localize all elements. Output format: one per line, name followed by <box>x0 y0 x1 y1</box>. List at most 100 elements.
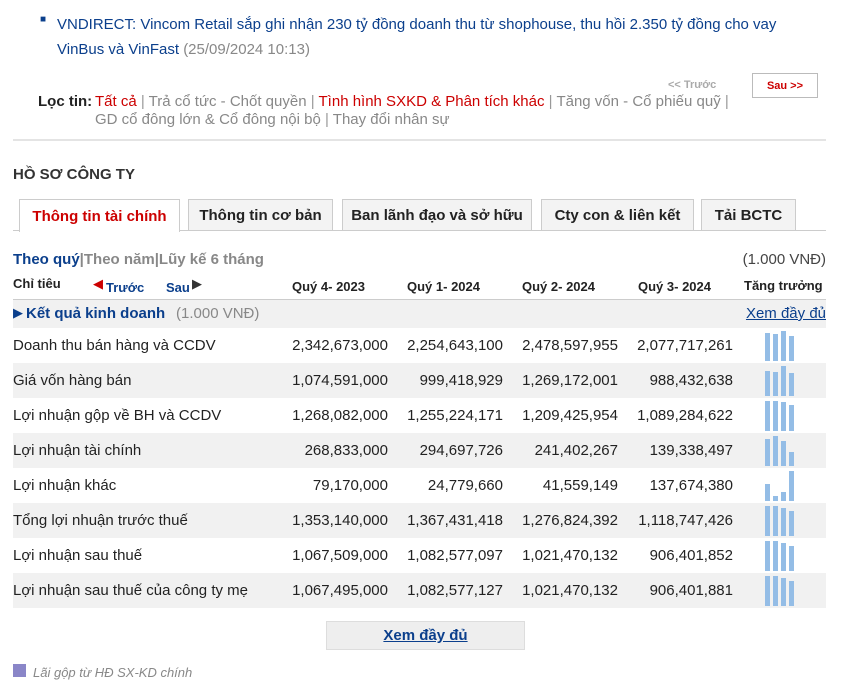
value-cell: 1,089,284,622 <box>637 407 733 424</box>
row-label: Lợi nhuận sau thuế <box>13 547 143 564</box>
filter-item[interactable]: Trả cổ tức - Chốt quyền <box>148 93 307 110</box>
row-label: Lợi nhuận tài chính <box>13 442 142 459</box>
table-row: Lợi nhuận tài chính 268,833,000 294,697,72… <box>13 433 826 468</box>
separator: | <box>544 93 557 110</box>
period[interactable]: Lũy kế 6 tháng <box>158 251 264 268</box>
filter-item[interactable]: Thay đổi nhân sự <box>332 111 450 128</box>
table-row: Lợi nhuận gộp về BH và CCDV 1,268,082,000… <box>13 398 826 433</box>
news-title-cont[interactable]: VinBus và VinFast <box>57 41 180 58</box>
value-cell: 1,353,140,000 <box>292 512 388 529</box>
value-cell: 139,338,497 <box>649 442 733 459</box>
sparkline-bar <box>773 506 778 536</box>
tab[interactable]: Thông tin tài chính <box>19 199 180 232</box>
value-cell: 1,067,509,000 <box>292 547 388 564</box>
section-arrow: ▶ <box>13 305 23 320</box>
sparkline-bar <box>773 495 778 501</box>
sparkline-bar <box>773 372 778 396</box>
section-title: HỒ SƠ CÔNG TY <box>13 166 135 183</box>
period[interactable]: Theo quý <box>13 251 80 268</box>
sparkline-bar <box>789 471 794 501</box>
tab[interactable]: Tải BCTC <box>701 199 796 230</box>
value-cell: 1,082,577,127 <box>407 582 503 599</box>
tab[interactable]: Ban lãnh đạo và sở hữu <box>342 199 532 230</box>
table-row: Lợi nhuận khác 79,170,000 24,779,660 41,559… <box>13 468 826 503</box>
sparkline-bar <box>765 438 770 466</box>
filter-item[interactable]: GD cổ đông lớn & Cổ đông nội bộ <box>95 111 321 128</box>
more-button[interactable]: Xem đầy đủ <box>326 621 525 650</box>
value-cell: 268,833,000 <box>304 442 388 459</box>
row-label: Giá vốn hàng bán <box>13 372 132 389</box>
value-cell: 906,401,852 <box>649 547 733 564</box>
value-cell: 1,209,425,954 <box>522 407 618 424</box>
value-cell: 294,697,726 <box>419 442 503 459</box>
sparkline-bar <box>765 370 770 396</box>
tab-line <box>13 230 826 231</box>
news-title[interactable]: VNDIRECT: Vincom Retail sắp ghi nhận 230… <box>57 16 777 33</box>
legend-swatch <box>13 664 26 677</box>
sparkline-bar <box>789 405 794 431</box>
period[interactable]: Theo năm <box>83 251 155 268</box>
column-header: Quý 3- 2024 <box>638 279 711 294</box>
sparkline-bar <box>773 576 778 606</box>
next-arrow[interactable]: ▶ <box>192 276 202 291</box>
filter-list: Tất cả | Trả cổ tức - Chốt quyền | Tình … <box>95 93 745 129</box>
sparkline-bar <box>765 401 770 431</box>
period-switch: Theo quý|Theo năm|Lũy kế 6 tháng <box>13 251 264 268</box>
separator: | <box>320 111 333 128</box>
row-label: Doanh thu bán hàng và CCDV <box>13 337 216 354</box>
tab[interactable]: Thông tin cơ bản <box>188 199 333 230</box>
more-link[interactable]: Xem đầy đủ <box>745 305 826 322</box>
sparkline-bar <box>773 541 778 571</box>
sparkline-bar <box>781 402 786 431</box>
sparkline-bar <box>765 483 770 501</box>
value-cell: 2,254,643,100 <box>407 337 503 354</box>
section-name: Kết quả kinh doanh <box>26 305 166 322</box>
value-cell: 988,432,638 <box>649 372 733 389</box>
growth-header: Tăng trưởng <box>744 278 823 293</box>
sparkline-bar <box>789 372 794 396</box>
column-header: Quý 4- 2023 <box>292 279 365 294</box>
value-cell: 1,367,431,418 <box>407 512 503 529</box>
next-col[interactable]: Sau <box>166 280 190 295</box>
row-label: Lợi nhuận sau thuế của công ty mẹ <box>13 582 248 599</box>
separator: | <box>136 93 149 110</box>
value-cell: 1,118,747,426 <box>638 512 733 529</box>
label-header: Chỉ tiêu <box>13 276 61 291</box>
sparkline-bar <box>781 577 786 606</box>
sparkline-bar <box>789 451 794 466</box>
prev-col[interactable]: Trước <box>106 280 145 295</box>
filter-item[interactable]: Tình hình SXKD & Phân tích khác <box>318 93 545 110</box>
value-cell: 2,342,673,000 <box>292 337 388 354</box>
separator: | <box>79 251 84 268</box>
value-cell: 1,268,082,000 <box>292 407 388 424</box>
column-header: Quý 2- 2024 <box>522 279 595 294</box>
row-label: Tổng lợi nhuận trước thuế <box>13 512 188 529</box>
value-cell: 906,401,881 <box>649 582 733 599</box>
prev-page[interactable]: << Trước <box>668 79 717 91</box>
column-header: Quý 1- 2024 <box>407 279 480 294</box>
value-cell: 1,269,172,001 <box>522 372 618 389</box>
value-cell: 41,559,149 <box>542 477 618 494</box>
table-row: Doanh thu bán hàng và CCDV 2,342,673,000 2… <box>13 328 826 363</box>
value-cell: 2,478,597,955 <box>522 337 618 354</box>
separator: | <box>720 93 729 110</box>
sparkline-bar <box>765 332 770 361</box>
bullet: ■ <box>40 14 47 25</box>
separator: | <box>154 251 159 268</box>
filter-item[interactable]: Tăng vốn - Cổ phiếu quỹ <box>556 93 721 110</box>
value-cell: 2,077,717,261 <box>637 337 733 354</box>
value-cell: 137,674,380 <box>649 477 733 494</box>
tab[interactable]: Cty con & liên kết <box>541 199 694 230</box>
value-cell: 1,082,577,097 <box>407 547 503 564</box>
table-row: Tổng lợi nhuận trước thuế 1,353,140,000 1,… <box>13 503 826 538</box>
sparkline-bar <box>789 335 794 361</box>
next-page[interactable]: Sau >> <box>752 73 818 98</box>
sparkline-bar <box>765 541 770 571</box>
sparkline-bar <box>773 333 778 361</box>
row-label: Lợi nhuận khác <box>13 477 117 494</box>
filter-item[interactable]: Tất cả <box>95 93 137 110</box>
table-row: Lợi nhuận sau thuế 1,067,509,000 1,082,577… <box>13 538 826 573</box>
prev-arrow[interactable]: ◀ <box>93 276 103 291</box>
row-label: Lợi nhuận gộp về BH và CCDV <box>13 407 222 424</box>
sparkline-bar <box>773 401 778 431</box>
